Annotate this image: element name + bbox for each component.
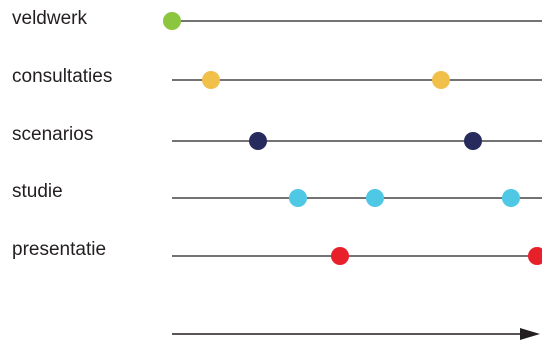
row-label-studie: studie: [12, 181, 63, 202]
milestone-dot-studie-1: [289, 189, 307, 207]
milestone-dot-scenarios-1: [249, 132, 267, 150]
milestone-dot-studie-3: [502, 189, 520, 207]
milestone-dot-presentatie-2: [528, 247, 542, 265]
milestone-dot-studie-2: [366, 189, 384, 207]
row-label-veldwerk: veldwerk: [12, 8, 87, 29]
milestone-dot-presentatie-1: [331, 247, 349, 265]
row-label-presentatie: presentatie: [12, 239, 107, 260]
row-label-consultaties: consultaties: [12, 66, 113, 87]
milestone-dot-veldwerk-1: [163, 12, 181, 30]
time-arrow-head-icon: [520, 328, 540, 340]
milestone-dot-scenarios-2: [464, 132, 482, 150]
milestone-dot-consultaties-1: [202, 71, 220, 89]
milestone-dot-consultaties-2: [432, 71, 450, 89]
row-label-scenarios: scenarios: [12, 124, 94, 145]
